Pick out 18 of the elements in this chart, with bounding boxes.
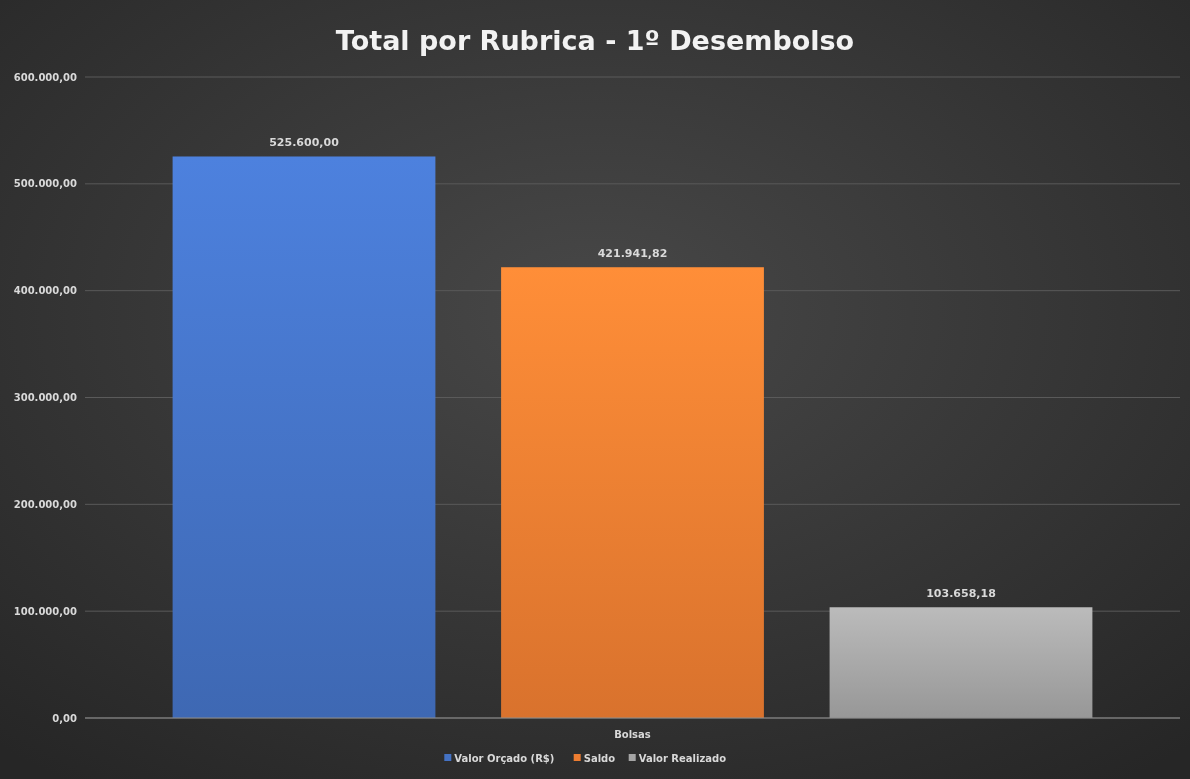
y-tick-label: 300.000,00 xyxy=(13,392,78,403)
data-label: 103.658,18 xyxy=(926,587,996,601)
data-label: 525.600,00 xyxy=(269,136,340,150)
bar xyxy=(501,267,764,718)
x-tick-label: Bolsas xyxy=(614,729,651,740)
y-tick-label: 600.000,00 xyxy=(13,71,78,83)
legend-label: Valor Realizado xyxy=(638,752,727,764)
y-tick-label: 0,00 xyxy=(52,712,78,724)
bar xyxy=(172,156,436,718)
y-tick-label: 500.000,00 xyxy=(13,178,78,190)
y-tick-label: 400.000,00 xyxy=(13,285,78,297)
bar xyxy=(829,607,1093,718)
chart-title: Total por Rubrica - 1º Desembolso xyxy=(335,25,855,56)
legend-label: Saldo xyxy=(583,752,616,764)
y-tick-label: 200.000,00 xyxy=(13,498,78,510)
legend-label: Valor Orçado (R$) xyxy=(454,752,555,764)
data-label: 421.941,82 xyxy=(597,247,668,261)
y-tick-label: 100.000,00 xyxy=(13,605,78,617)
